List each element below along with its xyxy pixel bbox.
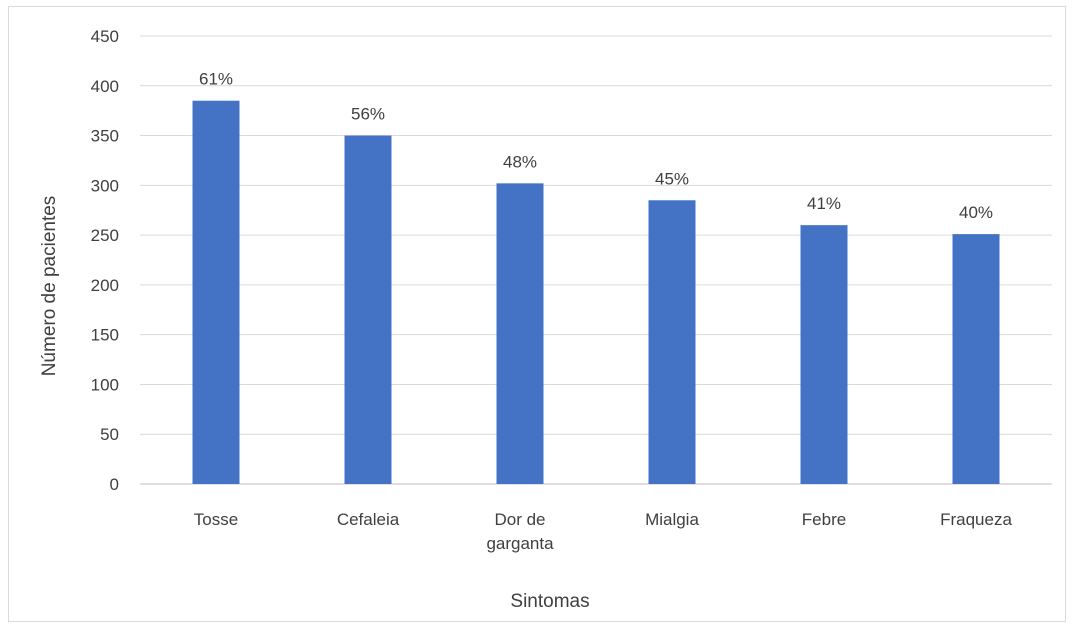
y-tick-label: 350	[91, 127, 119, 146]
data-label: 48%	[503, 152, 537, 171]
data-label: 45%	[655, 169, 689, 188]
y-tick-label: 0	[110, 475, 119, 494]
bar	[496, 183, 544, 484]
y-tick-labels: 0 50 100 150 200 250 300 350 400 450	[91, 27, 119, 494]
bar	[192, 100, 240, 484]
bars	[192, 100, 1000, 485]
y-tick-label: 200	[91, 276, 119, 295]
x-tick-labels: Tosse Cefaleia Dor de garganta Mialgia Febre F…	[194, 510, 1013, 553]
bar	[344, 135, 392, 485]
x-tick-label: Dor de garganta	[486, 510, 554, 553]
y-tick-label: 450	[91, 27, 119, 46]
x-tick-label: Fraqueza	[940, 510, 1012, 529]
y-tick-label: 400	[91, 77, 119, 96]
gridlines	[140, 35, 1052, 485]
x-tick-label: Febre	[802, 510, 846, 529]
y-tick-label: 150	[91, 326, 119, 345]
bar	[952, 234, 1000, 484]
y-tick-label: 250	[91, 226, 119, 245]
bar	[648, 200, 696, 484]
data-labels: 61% 56% 48% 45% 41% 40%	[199, 70, 993, 222]
y-tick-label: 300	[91, 176, 119, 195]
data-label: 41%	[807, 194, 841, 213]
x-axis-title: Sintomas	[510, 591, 589, 612]
data-label: 56%	[351, 105, 385, 124]
bar	[800, 225, 848, 484]
data-label: 61%	[199, 70, 233, 89]
data-label: 40%	[959, 203, 993, 222]
y-tick-label: 50	[100, 425, 119, 444]
y-tick-label: 100	[91, 375, 119, 394]
x-tick-label: Cefaleia	[337, 510, 400, 529]
y-axis-title: Número de pacientes	[39, 196, 60, 377]
x-tick-label: Mialgia	[645, 510, 699, 529]
x-tick-label: Tosse	[194, 510, 238, 529]
